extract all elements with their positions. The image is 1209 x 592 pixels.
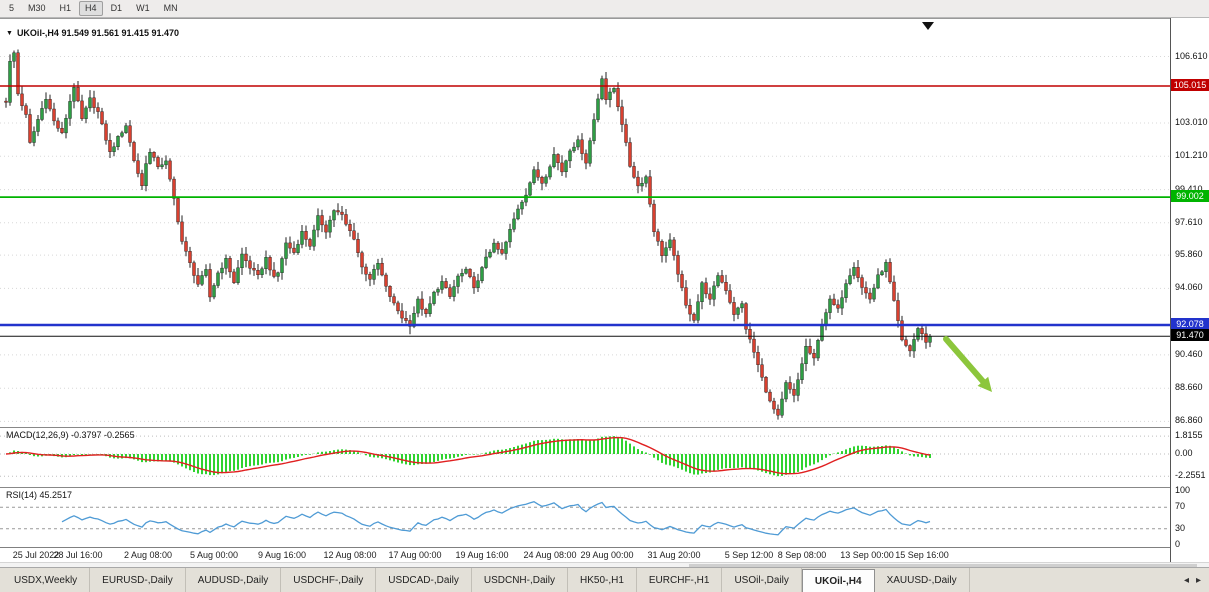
timeframe-bar: 5 M30 H1 H4 D1 W1 MN	[0, 0, 1209, 18]
macd-panel[interactable]: MACD(12,26,9) -0.3797 -0.2565	[0, 427, 1170, 487]
macd-axis-tick: 0.00	[1175, 448, 1193, 458]
tab-scroll-arrows: ◂ ▸	[1176, 568, 1209, 592]
rsi-canvas[interactable]	[0, 488, 1170, 547]
time-axis-label: 19 Aug 16:00	[455, 550, 509, 560]
time-axis-label: 8 Sep 08:00	[777, 550, 827, 560]
price-axis[interactable]: 106.610 103.010 101.210 99.410 97.610 95.860 9…	[1170, 18, 1209, 562]
macd-label: MACD(12,26,9) -0.3797 -0.2565	[6, 430, 135, 440]
time-axis-label: 24 Aug 08:00	[523, 550, 577, 560]
macd-axis-tick: 1.8155	[1175, 430, 1203, 441]
price-badge-92-078: 92.078	[1171, 318, 1209, 330]
timeframe-button-h4[interactable]: H4	[79, 1, 103, 16]
time-axis-label: 28 Jul 16:00	[53, 550, 103, 560]
time-axis-label: 31 Aug 20:00	[647, 550, 701, 560]
chart-workspace: ▼ UKOil-,H4 91.549 91.561 91.415 91.470 …	[0, 18, 1209, 562]
chevron-down-icon[interactable]: ▼	[6, 29, 13, 37]
scroll-to-end-marker	[922, 22, 934, 30]
price-badge-91-470: 91.470	[1171, 329, 1209, 342]
tabs-scroll-right-icon[interactable]: ▸	[1195, 574, 1201, 586]
price-axis-tick: 94.060	[1175, 282, 1203, 293]
tab-ukoil-h4[interactable]: UKOil-,H4	[801, 569, 875, 592]
tab-hk50-h1[interactable]: HK50-,H1	[568, 568, 637, 592]
timeframe-button-mn[interactable]: MN	[163, 3, 178, 13]
rsi-axis-tick: 100	[1175, 485, 1191, 495]
tab-xauusd-daily[interactable]: XAUUSD-,Daily	[875, 568, 970, 592]
tab-usoil-daily[interactable]: USOil-,Daily	[722, 568, 802, 592]
time-axis[interactable]: 25 Jul 2022 28 Jul 16:00 2 Aug 08:00 5 Aug …	[0, 547, 1170, 562]
horizontal-scrollbar[interactable]	[0, 562, 1209, 567]
time-axis-label: 12 Aug 08:00	[323, 550, 377, 560]
trend-arrow-annotation	[943, 336, 986, 385]
chart-tabs-bar: USDX,Weekly EURUSD-,Daily AUDUSD-,Daily USD…	[0, 567, 1209, 592]
price-axis-tick: 88.660	[1175, 382, 1203, 393]
price-chart-canvas[interactable]	[0, 19, 1170, 428]
chart-tabs: USDX,Weekly EURUSD-,Daily AUDUSD-,Daily USD…	[0, 568, 1176, 592]
price-axis-tick: 101.210	[1175, 150, 1208, 161]
tabs-scroll-left-icon[interactable]: ◂	[1183, 574, 1189, 586]
tab-usdcad-daily[interactable]: USDCAD-,Daily	[376, 568, 472, 592]
chart-title-text: UKOil-,H4 91.549 91.561 91.415 91.470	[16, 28, 180, 38]
time-axis-label: 17 Aug 00:00	[388, 550, 442, 560]
price-axis-tick: 103.010	[1175, 117, 1208, 128]
time-axis-label: 5 Aug 00:00	[189, 550, 239, 560]
rsi-axis-tick: 70	[1175, 501, 1186, 512]
timeframe-button-h1[interactable]: H1	[59, 3, 72, 13]
rsi-axis-tick: 0	[1175, 539, 1181, 549]
price-axis-tick: 86.860	[1175, 415, 1203, 426]
time-axis-label: 13 Sep 00:00	[840, 550, 894, 560]
timeframe-button-d1[interactable]: D1	[110, 3, 123, 13]
price-axis-tick: 99.410	[1175, 183, 1203, 194]
price-badge-105-015: 105.015	[1171, 79, 1209, 91]
tab-usdx-weekly[interactable]: USDX,Weekly	[2, 568, 91, 592]
rsi-panel[interactable]: RSI(14) 45.2517	[0, 487, 1170, 547]
rsi-axis-tick: 30	[1175, 522, 1186, 533]
tab-usdcnh-daily[interactable]: USDCNH-,Daily	[472, 568, 568, 592]
horizontal-scrollbar-thumb[interactable]	[689, 564, 1197, 567]
time-axis-label: 25 Jul 2022	[12, 550, 60, 560]
macd-canvas[interactable]	[0, 428, 1170, 487]
time-axis-label: 29 Aug 00:00	[580, 550, 634, 560]
timeframe-button-5[interactable]: 5	[9, 3, 15, 13]
tab-audusd-daily[interactable]: AUDUSD-,Daily	[186, 568, 282, 592]
time-axis-label: 9 Aug 16:00	[257, 550, 307, 560]
price-axis-tick: 90.460	[1175, 348, 1203, 359]
tab-eurchf-h1[interactable]: EURCHF-,H1	[637, 568, 723, 592]
timeframe-button-m30[interactable]: M30	[28, 3, 46, 13]
price-badge-99-002: 99.002	[1171, 190, 1209, 203]
time-axis-label: 15 Sep 16:00	[895, 550, 949, 560]
price-axis-tick: 106.610	[1175, 50, 1208, 61]
tab-usdchf-daily[interactable]: USDCHF-,Daily	[281, 568, 377, 592]
price-axis-tick: 97.610	[1175, 216, 1203, 227]
time-axis-label: 5 Sep 12:00	[724, 550, 774, 560]
price-axis-tick: 95.860	[1175, 249, 1203, 260]
rsi-label: RSI(14) 45.2517	[6, 490, 73, 500]
tab-eurusd-daily[interactable]: EURUSD-,Daily	[90, 568, 186, 592]
price-chart-panel[interactable]: ▼ UKOil-,H4 91.549 91.561 91.415 91.470	[0, 18, 1170, 427]
timeframe-button-w1[interactable]: W1	[136, 3, 150, 13]
chart-title: ▼ UKOil-,H4 91.549 91.561 91.415 91.470	[6, 28, 179, 38]
time-axis-label: 2 Aug 08:00	[123, 550, 173, 560]
macd-axis-tick: -2.2551	[1175, 470, 1206, 481]
